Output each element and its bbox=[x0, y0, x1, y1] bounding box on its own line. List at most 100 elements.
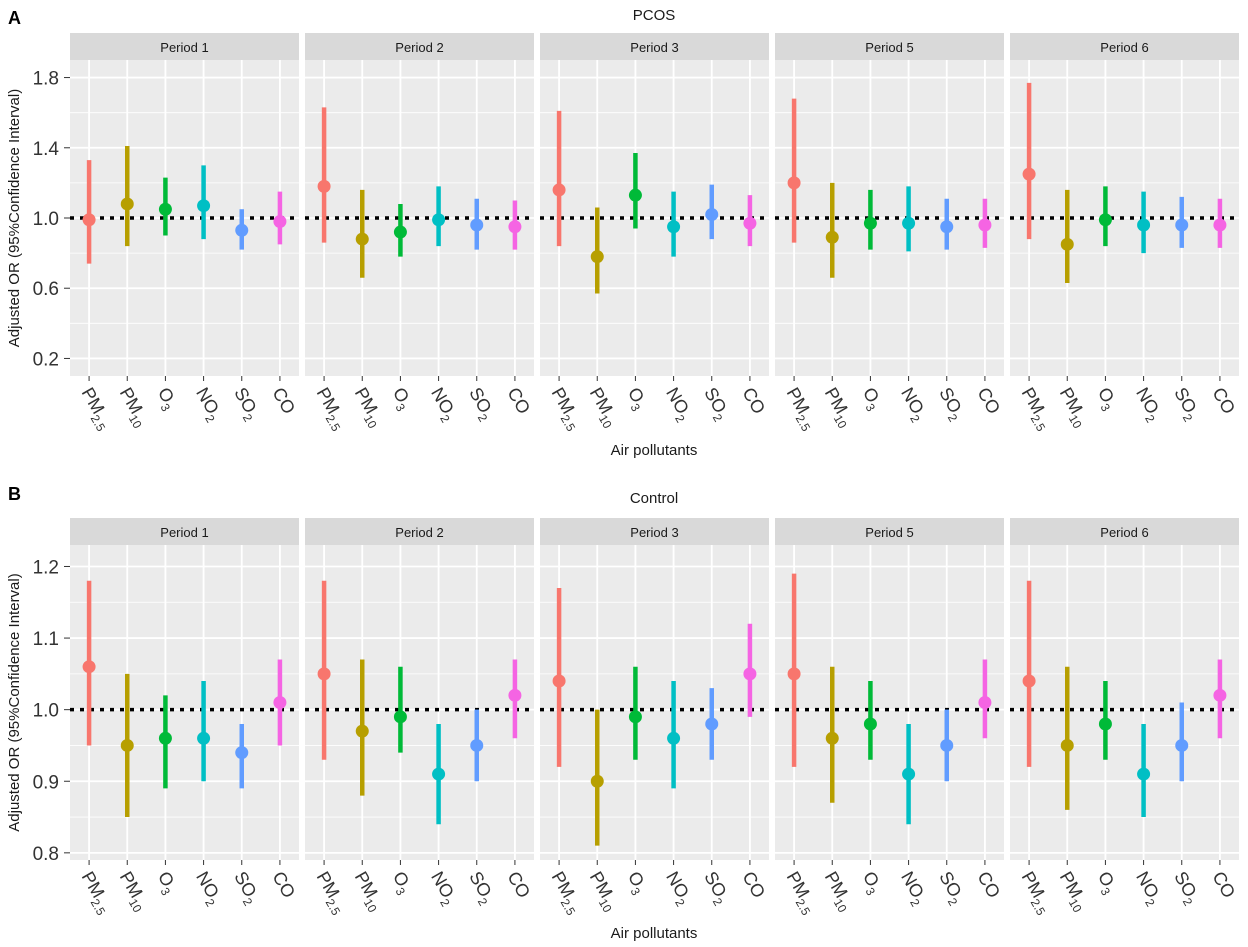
x-tick-label: NO2 bbox=[659, 868, 697, 909]
x-tick-label-base: PM bbox=[783, 868, 814, 901]
x-tick-label-base: SO bbox=[935, 868, 965, 901]
x-tick-label: PM10 bbox=[347, 384, 388, 431]
point-estimate bbox=[317, 667, 331, 681]
x-tick-label: CO bbox=[268, 868, 299, 901]
point-estimate bbox=[470, 738, 484, 752]
x-tick-label-subscript: 10 bbox=[1066, 412, 1085, 431]
x-tick-label-base: NO bbox=[427, 868, 458, 901]
point-estimate bbox=[158, 731, 172, 745]
x-tick-label: CO bbox=[503, 384, 534, 417]
point-estimate bbox=[667, 731, 681, 745]
x-tick-label-base: SO bbox=[465, 868, 495, 901]
facet-strip bbox=[305, 33, 534, 60]
x-tick-label-base: NO bbox=[897, 384, 928, 417]
x-tick-label: O3 bbox=[150, 384, 181, 414]
point-estimate bbox=[1213, 218, 1227, 232]
point-estimate bbox=[393, 710, 407, 724]
facet-panel-background bbox=[775, 545, 1004, 860]
x-tick-label: PM2.5 bbox=[74, 384, 117, 434]
facet-panel-background bbox=[540, 545, 769, 860]
x-tick-label-base: NO bbox=[1132, 868, 1163, 901]
point-estimate bbox=[1137, 218, 1151, 232]
x-tick-label-subscript: 10 bbox=[126, 896, 145, 915]
point-estimate bbox=[743, 667, 757, 681]
point-estimate bbox=[705, 717, 719, 731]
x-tick-label-base: SO bbox=[230, 384, 260, 417]
point-estimate bbox=[1213, 688, 1227, 702]
panel-title: PCOS bbox=[633, 7, 676, 24]
x-tick-label-subscript: 10 bbox=[596, 896, 615, 915]
x-tick-label: NO2 bbox=[424, 384, 462, 425]
x-tick-label-base: PM bbox=[1018, 868, 1049, 901]
x-tick-label: PM2.5 bbox=[1014, 868, 1057, 918]
x-tick-label-base: PM bbox=[78, 868, 109, 901]
x-tick-label-base: PM bbox=[351, 384, 382, 417]
x-tick-label-base: SO bbox=[230, 868, 260, 901]
x-tick-label-base: SO bbox=[1170, 868, 1200, 901]
x-tick-label-base: CO bbox=[268, 868, 299, 901]
x-tick-label-base: PM bbox=[821, 384, 852, 417]
x-tick-label: O3 bbox=[150, 868, 181, 898]
point-estimate bbox=[552, 674, 566, 688]
y-tick-label: 1.4 bbox=[33, 139, 60, 160]
x-tick-label: CO bbox=[1208, 384, 1239, 417]
x-tick-label-base: PM bbox=[351, 868, 382, 901]
x-tick-label-subscript: 10 bbox=[126, 412, 145, 431]
point-estimate bbox=[120, 197, 134, 211]
y-tick-label: 1.2 bbox=[33, 557, 59, 578]
x-tick-label-base: NO bbox=[662, 384, 693, 417]
x-axis-title: Air pollutants bbox=[611, 442, 698, 459]
point-estimate bbox=[590, 774, 604, 788]
y-tick-label: 0.2 bbox=[33, 349, 59, 370]
facet-strip-label: Period 3 bbox=[630, 525, 678, 540]
x-tick-label-base: CO bbox=[1208, 384, 1239, 417]
x-tick-label-base: PM bbox=[783, 384, 814, 417]
x-tick-label-base: CO bbox=[973, 868, 1004, 901]
point-estimate bbox=[978, 218, 992, 232]
x-tick-label-base: PM bbox=[1056, 868, 1087, 901]
x-tick-label-base: PM bbox=[586, 868, 617, 901]
point-estimate bbox=[1175, 218, 1189, 232]
point-estimate bbox=[743, 216, 757, 230]
point-estimate bbox=[82, 213, 96, 227]
x-tick-label-base: SO bbox=[700, 868, 730, 901]
point-estimate bbox=[317, 179, 331, 193]
x-tick-label: SO2 bbox=[697, 868, 734, 909]
point-estimate bbox=[197, 731, 211, 745]
point-estimate bbox=[1098, 717, 1112, 731]
x-tick-label: PM10 bbox=[582, 384, 623, 431]
x-tick-label: PM10 bbox=[1052, 384, 1093, 431]
point-estimate bbox=[940, 738, 954, 752]
panel-b: B Control Adjusted OR (95%Confidence Inter… bbox=[6, 484, 1239, 942]
y-tick-label: 0.9 bbox=[33, 772, 59, 793]
y-tick-label: 1.1 bbox=[33, 629, 59, 650]
x-tick-label: O3 bbox=[385, 868, 416, 898]
panel-a: A PCOS Adjusted OR (95%Confidence Interval… bbox=[6, 7, 1239, 459]
point-estimate bbox=[1098, 213, 1112, 227]
x-tick-label-base: PM bbox=[116, 868, 147, 901]
x-tick-label: PM2.5 bbox=[779, 868, 822, 918]
x-tick-label: NO2 bbox=[659, 384, 697, 425]
x-tick-label: PM2.5 bbox=[309, 868, 352, 918]
facet-panel-background bbox=[70, 545, 299, 860]
facet-strip bbox=[70, 518, 299, 545]
point-estimate bbox=[158, 202, 172, 216]
point-estimate bbox=[628, 710, 642, 724]
x-tick-label: CO bbox=[268, 384, 299, 417]
facet-strip bbox=[540, 33, 769, 60]
x-tick-label-base: PM bbox=[313, 384, 344, 417]
x-tick-label-base: CO bbox=[738, 384, 769, 417]
x-tick-label: SO2 bbox=[697, 384, 734, 425]
facet-strip-label: Period 3 bbox=[630, 40, 678, 55]
facet-strip-label: Period 1 bbox=[160, 525, 208, 540]
point-estimate bbox=[1060, 237, 1074, 251]
point-estimate bbox=[590, 250, 604, 264]
x-tick-label: PM10 bbox=[112, 868, 153, 915]
point-estimate bbox=[940, 220, 954, 234]
point-estimate bbox=[1060, 738, 1074, 752]
